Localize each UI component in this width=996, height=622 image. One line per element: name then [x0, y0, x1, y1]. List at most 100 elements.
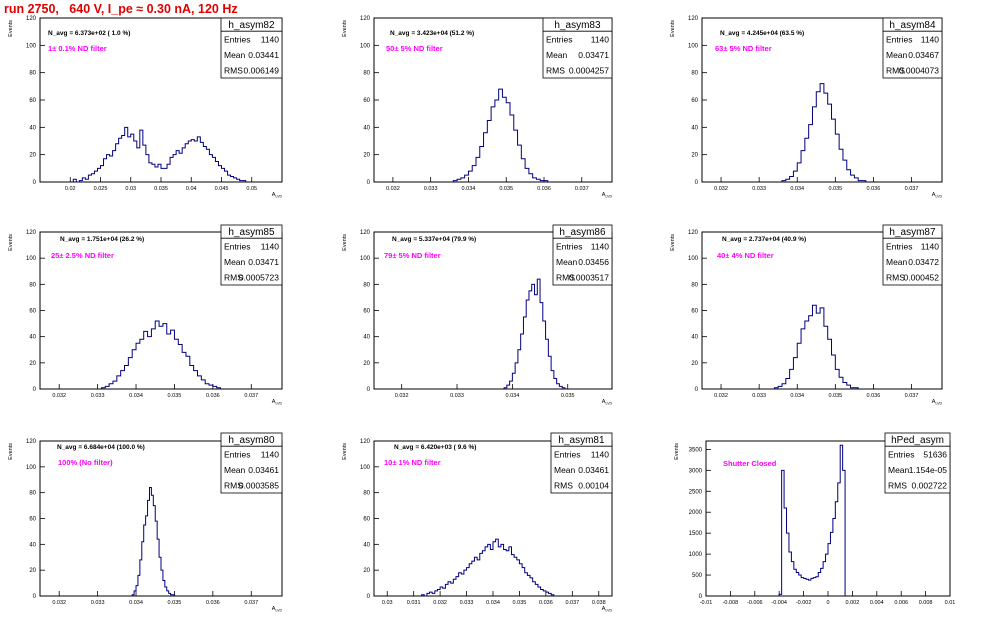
x-tick-label: 0.034	[129, 600, 143, 606]
x-tick-label: 0.033	[424, 186, 438, 192]
x-axis-label: ALVD	[932, 192, 943, 199]
histogram-series	[72, 126, 247, 183]
x-axis-label: ALVD	[932, 399, 943, 406]
stats-box: h_asym87 Entries 1140 Mean 0.03472RMS0.00045…	[882, 224, 943, 286]
x-tick-label: -0.006	[747, 600, 763, 606]
y-tick-label: 20	[29, 568, 36, 574]
y-tick-label: 100	[360, 256, 371, 262]
x-tick-label: 0.034	[486, 600, 500, 606]
x-tick-label: 0.032	[395, 393, 409, 399]
histogram-name: h_asym83	[554, 20, 601, 31]
stats-value: 1140	[591, 34, 610, 44]
y-tick-label: 0	[695, 180, 699, 186]
histogram-panel: 0 20 40 60 80 100 120 0.032 0.033 0.034 0.035 0.036…	[342, 16, 613, 199]
x-tick-label: 0.036	[206, 600, 220, 606]
filter-annotation: 1± 0.1% ND filter	[48, 44, 107, 53]
histogram-panel: 0 20 40 60 80 100 120 0.03 0.031 0.032 0.033 0.034 0…	[342, 432, 613, 613]
stats-key: Mean	[554, 465, 576, 475]
y-tick-label: 80	[691, 282, 698, 288]
stats-key: Entries	[224, 449, 250, 459]
x-tick-label: 0.01	[945, 600, 956, 606]
histogram-name: h_asym86	[559, 227, 606, 238]
y-tick-label: 40	[29, 335, 36, 341]
y-tick-label: 60	[363, 517, 370, 523]
y-tick-label: 40	[29, 125, 36, 131]
histogram-panel: 0 20 40 60 80 100 120 0.032 0.033 0.034 0.035 0.036…	[8, 224, 283, 406]
y-tick-label: 100	[26, 465, 37, 471]
y-axis-label: Events	[342, 20, 348, 37]
y-tick-label: 120	[360, 16, 371, 22]
x-tick-label: 0.05	[246, 186, 257, 192]
x-tick-label: 0.031	[407, 600, 421, 606]
x-tick-label: 0.03	[125, 186, 136, 192]
histogram-series	[421, 538, 555, 597]
stats-value: 1140	[261, 449, 280, 459]
stats-value: 1140	[921, 34, 940, 44]
stats-box: h_asym86 Entries 1140 Mean 0.03456RMS0.00035…	[552, 224, 613, 286]
x-tick-label: 0.036	[539, 600, 553, 606]
stats-key: RMS	[886, 66, 905, 76]
x-tick-label: 0.032	[433, 600, 447, 606]
x-tick-label: 0.038	[592, 600, 606, 606]
histogram-name: h_asym85	[228, 227, 275, 238]
stats-key: Entries	[224, 241, 250, 251]
y-tick-label: 100	[360, 465, 371, 471]
navg-annotation: N_avg = 1.751e+04 (26.2 %)	[60, 236, 144, 243]
x-tick-label: 0.035	[561, 393, 575, 399]
stats-box: h_asym83 Entries 1140 Mean 0.03471 RMS 0.00042…	[542, 17, 613, 79]
x-tick-label: -0.01	[700, 600, 713, 606]
histogram-name: h_asym82	[228, 20, 275, 31]
x-axis-label: ALVD	[602, 192, 613, 199]
stats-box-frame	[220, 224, 283, 286]
y-tick-label: 0	[699, 594, 703, 600]
y-tick-label: 60	[691, 309, 698, 315]
stats-box: h_asym80 Entries 1140 Mean 0.03461 RMS0.00035…	[220, 432, 283, 494]
x-tick-label: 0.033	[460, 600, 474, 606]
histogram-series	[781, 83, 867, 182]
y-tick-label: 0	[695, 387, 699, 393]
stats-key: Mean	[224, 257, 246, 267]
navg-annotation: N_avg = 6.420e+03 ( 9.6 %)	[394, 444, 476, 451]
histogram-series	[503, 278, 566, 389]
x-tick-label: 0.032	[714, 393, 728, 399]
stats-key: Entries	[224, 34, 250, 44]
navg-annotation: N_avg = 2.737e+04 (40.9 %)	[722, 236, 806, 243]
y-tick-label: 0	[33, 180, 37, 186]
navg-annotation: N_avg = 5.337e+04 (79.9 %)	[392, 236, 476, 243]
stats-value: 1140	[261, 241, 280, 251]
stats-key: Mean	[224, 50, 246, 60]
y-axis-label: Events	[342, 443, 348, 460]
histogram-panel: 0 20 40 60 80 100 120 0.032 0.033 0.034 0.035 0.036…	[8, 432, 283, 613]
x-tick-label: 0.035	[513, 600, 527, 606]
y-axis-label: Events	[8, 20, 14, 37]
y-tick-label: 100	[688, 43, 699, 49]
y-tick-label: 20	[29, 361, 36, 367]
y-tick-label: 120	[688, 230, 699, 236]
stats-key: RMS	[224, 273, 243, 283]
x-tick-label: 0.004	[870, 600, 884, 606]
y-axis-label: Events	[8, 234, 14, 251]
stats-key: Entries	[546, 34, 572, 44]
stats-value: 0.03472	[908, 257, 939, 267]
navg-annotation: N_avg = 3.423e+04 (51.2 %)	[390, 30, 474, 37]
stats-value: 1140	[261, 34, 280, 44]
y-tick-label: 40	[29, 542, 36, 548]
y-tick-label: 1500	[689, 531, 703, 537]
stats-box-frame	[220, 17, 283, 79]
y-tick-label: 120	[360, 230, 371, 236]
x-tick-label: 0.032	[52, 393, 66, 399]
y-tick-label: 0	[33, 387, 37, 393]
y-tick-label: 80	[363, 71, 370, 77]
y-tick-label: 120	[26, 230, 37, 236]
stats-value: 0.03456	[578, 257, 609, 267]
x-tick-label: 0.033	[91, 600, 105, 606]
x-tick-label: 0.037	[244, 600, 258, 606]
stats-box: h_asym85 Entries 1140 Mean 0.03471 RMS0.00057…	[220, 224, 283, 286]
x-tick-label: 0.037	[244, 393, 258, 399]
y-tick-label: 20	[691, 361, 698, 367]
x-tick-label: 0.037	[905, 186, 919, 192]
x-tick-label: 0.036	[537, 186, 551, 192]
stats-key: RMS	[224, 481, 243, 491]
stats-box: h_asym81 Entries 1140 Mean 0.03461 RMS 0.00104	[550, 432, 613, 494]
